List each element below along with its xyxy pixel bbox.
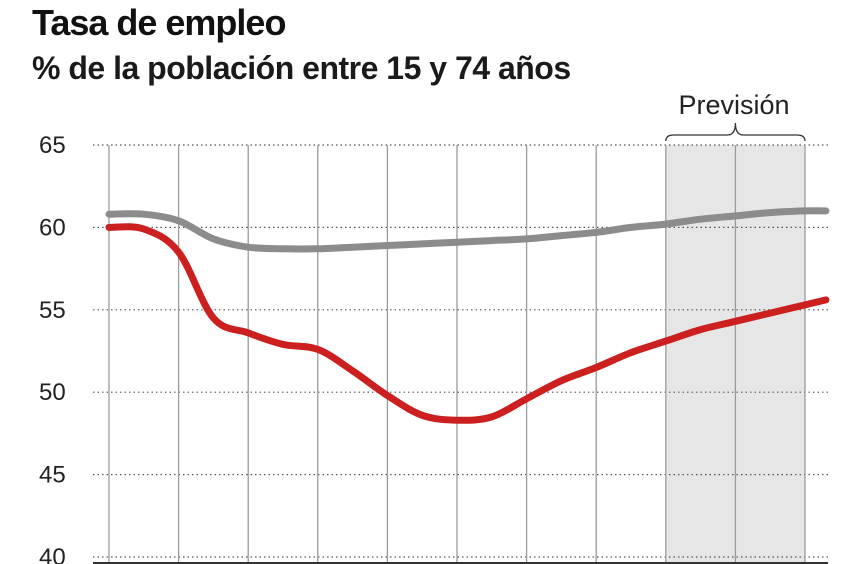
series-line-2 [105, 223, 830, 424]
grid-layer [93, 144, 828, 564]
y-tick-label-65: 65 [39, 132, 66, 159]
y-tick-label-55: 55 [39, 297, 66, 324]
chart-subtitle: % de la población entre 15 y 74 años [32, 50, 571, 86]
forecast-annotation: Previsión [665, 90, 806, 142]
y-tick-label-50: 50 [39, 379, 66, 406]
y-tick-label-45: 45 [39, 462, 66, 489]
forecast-bracket [665, 122, 806, 142]
y-tick-label-60: 60 [39, 214, 66, 241]
y-tick-label-40: 40 [39, 544, 66, 564]
series-line-1 [105, 207, 830, 253]
series-layer [105, 207, 830, 424]
forecast-label: Previsión [678, 90, 789, 120]
y-axis-labels: 65 60 55 50 45 40 [39, 132, 66, 564]
chart-title: Tasa de empleo [32, 2, 286, 43]
